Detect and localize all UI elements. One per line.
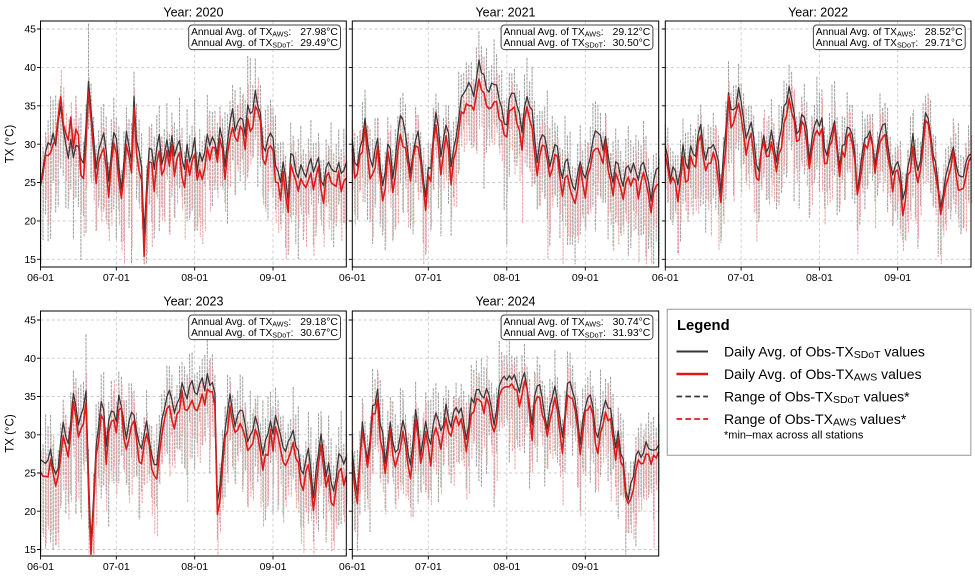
svg-text:09-01: 09-01 [884, 272, 911, 284]
svg-text:15: 15 [24, 544, 36, 556]
svg-text:Year: 2024: Year: 2024 [475, 295, 535, 309]
svg-text:TX (°C): TX (°C) [5, 125, 17, 164]
svg-text:29.49°C: 29.49°C [300, 38, 338, 49]
svg-text:Annual Avg. of TXAWS:: Annual Avg. of TXAWS: [191, 27, 291, 38]
svg-text:30.74°C: 30.74°C [613, 317, 651, 328]
svg-text:Year: 2023: Year: 2023 [163, 295, 223, 309]
svg-text:29.12°C: 29.12°C [613, 27, 651, 38]
svg-text:Annual Avg. of TXSDoT:: Annual Avg. of TXSDoT: [191, 38, 293, 49]
svg-text:07-01: 07-01 [415, 272, 442, 284]
svg-text:06-01: 06-01 [27, 272, 54, 284]
svg-text:29.18°C: 29.18°C [300, 317, 338, 328]
svg-text:Daily Avg. of Obs-TXAWS values: Daily Avg. of Obs-TXAWS values [724, 366, 922, 384]
svg-text:25: 25 [24, 468, 36, 480]
svg-text:07-01: 07-01 [415, 561, 442, 573]
svg-text:Year: 2020: Year: 2020 [163, 6, 223, 20]
svg-text:30.67°C: 30.67°C [300, 328, 338, 339]
svg-text:Year: 2022: Year: 2022 [788, 6, 848, 20]
svg-text:35: 35 [24, 391, 36, 403]
svg-text:08-01: 08-01 [806, 272, 833, 284]
svg-text:45: 45 [24, 315, 36, 327]
svg-text:Annual Avg. of TXAWS:: Annual Avg. of TXAWS: [504, 317, 604, 328]
svg-text:Annual Avg. of TXAWS:: Annual Avg. of TXAWS: [816, 27, 916, 38]
svg-text:40: 40 [24, 353, 36, 365]
svg-text:30: 30 [24, 429, 36, 441]
svg-text:Year: 2021: Year: 2021 [475, 6, 535, 20]
svg-text:31.93°C: 31.93°C [613, 328, 651, 339]
svg-text:Annual Avg. of TXAWS:: Annual Avg. of TXAWS: [504, 27, 604, 38]
svg-text:07-01: 07-01 [103, 561, 130, 573]
svg-text:Range of Obs-TXSDoT values*: Range of Obs-TXSDoT values* [724, 388, 910, 406]
svg-text:Annual Avg. of TXSDoT:: Annual Avg. of TXSDoT: [504, 38, 606, 49]
svg-text:35: 35 [24, 101, 36, 113]
svg-text:09-01: 09-01 [260, 561, 287, 573]
svg-text:15: 15 [24, 254, 36, 266]
svg-text:30.50°C: 30.50°C [613, 38, 651, 49]
svg-text:25: 25 [24, 177, 36, 189]
svg-text:20: 20 [24, 506, 36, 518]
svg-text:28.52°C: 28.52°C [925, 27, 963, 38]
svg-text:Daily Avg. of Obs-TXSDoT value: Daily Avg. of Obs-TXSDoT values [724, 343, 925, 361]
svg-text:30: 30 [24, 139, 36, 151]
svg-text:08-01: 08-01 [493, 561, 520, 573]
svg-text:Annual Avg. of TXSDoT:: Annual Avg. of TXSDoT: [816, 38, 918, 49]
svg-text:07-01: 07-01 [728, 272, 755, 284]
svg-text:08-01: 08-01 [493, 272, 520, 284]
svg-text:20: 20 [24, 216, 36, 228]
svg-text:29.71°C: 29.71°C [925, 38, 963, 49]
svg-text:Annual Avg. of TXSDoT:: Annual Avg. of TXSDoT: [504, 328, 606, 339]
svg-text:06-01: 06-01 [339, 272, 366, 284]
svg-text:Legend: Legend [677, 318, 730, 334]
svg-text:07-01: 07-01 [103, 272, 130, 284]
svg-text:40: 40 [24, 62, 36, 74]
svg-text:*min–max across all stations: *min–max across all stations [724, 430, 864, 442]
svg-text:Annual Avg. of TXSDoT:: Annual Avg. of TXSDoT: [191, 328, 293, 339]
svg-text:06-01: 06-01 [27, 561, 54, 573]
svg-text:06-01: 06-01 [339, 561, 366, 573]
svg-text:45: 45 [24, 24, 36, 36]
svg-text:09-01: 09-01 [260, 272, 287, 284]
svg-text:09-01: 09-01 [572, 561, 599, 573]
svg-text:27.98°C: 27.98°C [300, 27, 338, 38]
svg-text:09-01: 09-01 [572, 272, 599, 284]
svg-text:06-01: 06-01 [652, 272, 679, 284]
svg-text:TX (°C): TX (°C) [5, 414, 17, 453]
svg-text:Range of Obs-TXAWS values*: Range of Obs-TXAWS values* [724, 411, 907, 429]
svg-text:08-01: 08-01 [181, 272, 208, 284]
svg-text:Annual Avg. of TXAWS:: Annual Avg. of TXAWS: [191, 317, 291, 328]
svg-text:08-01: 08-01 [181, 561, 208, 573]
